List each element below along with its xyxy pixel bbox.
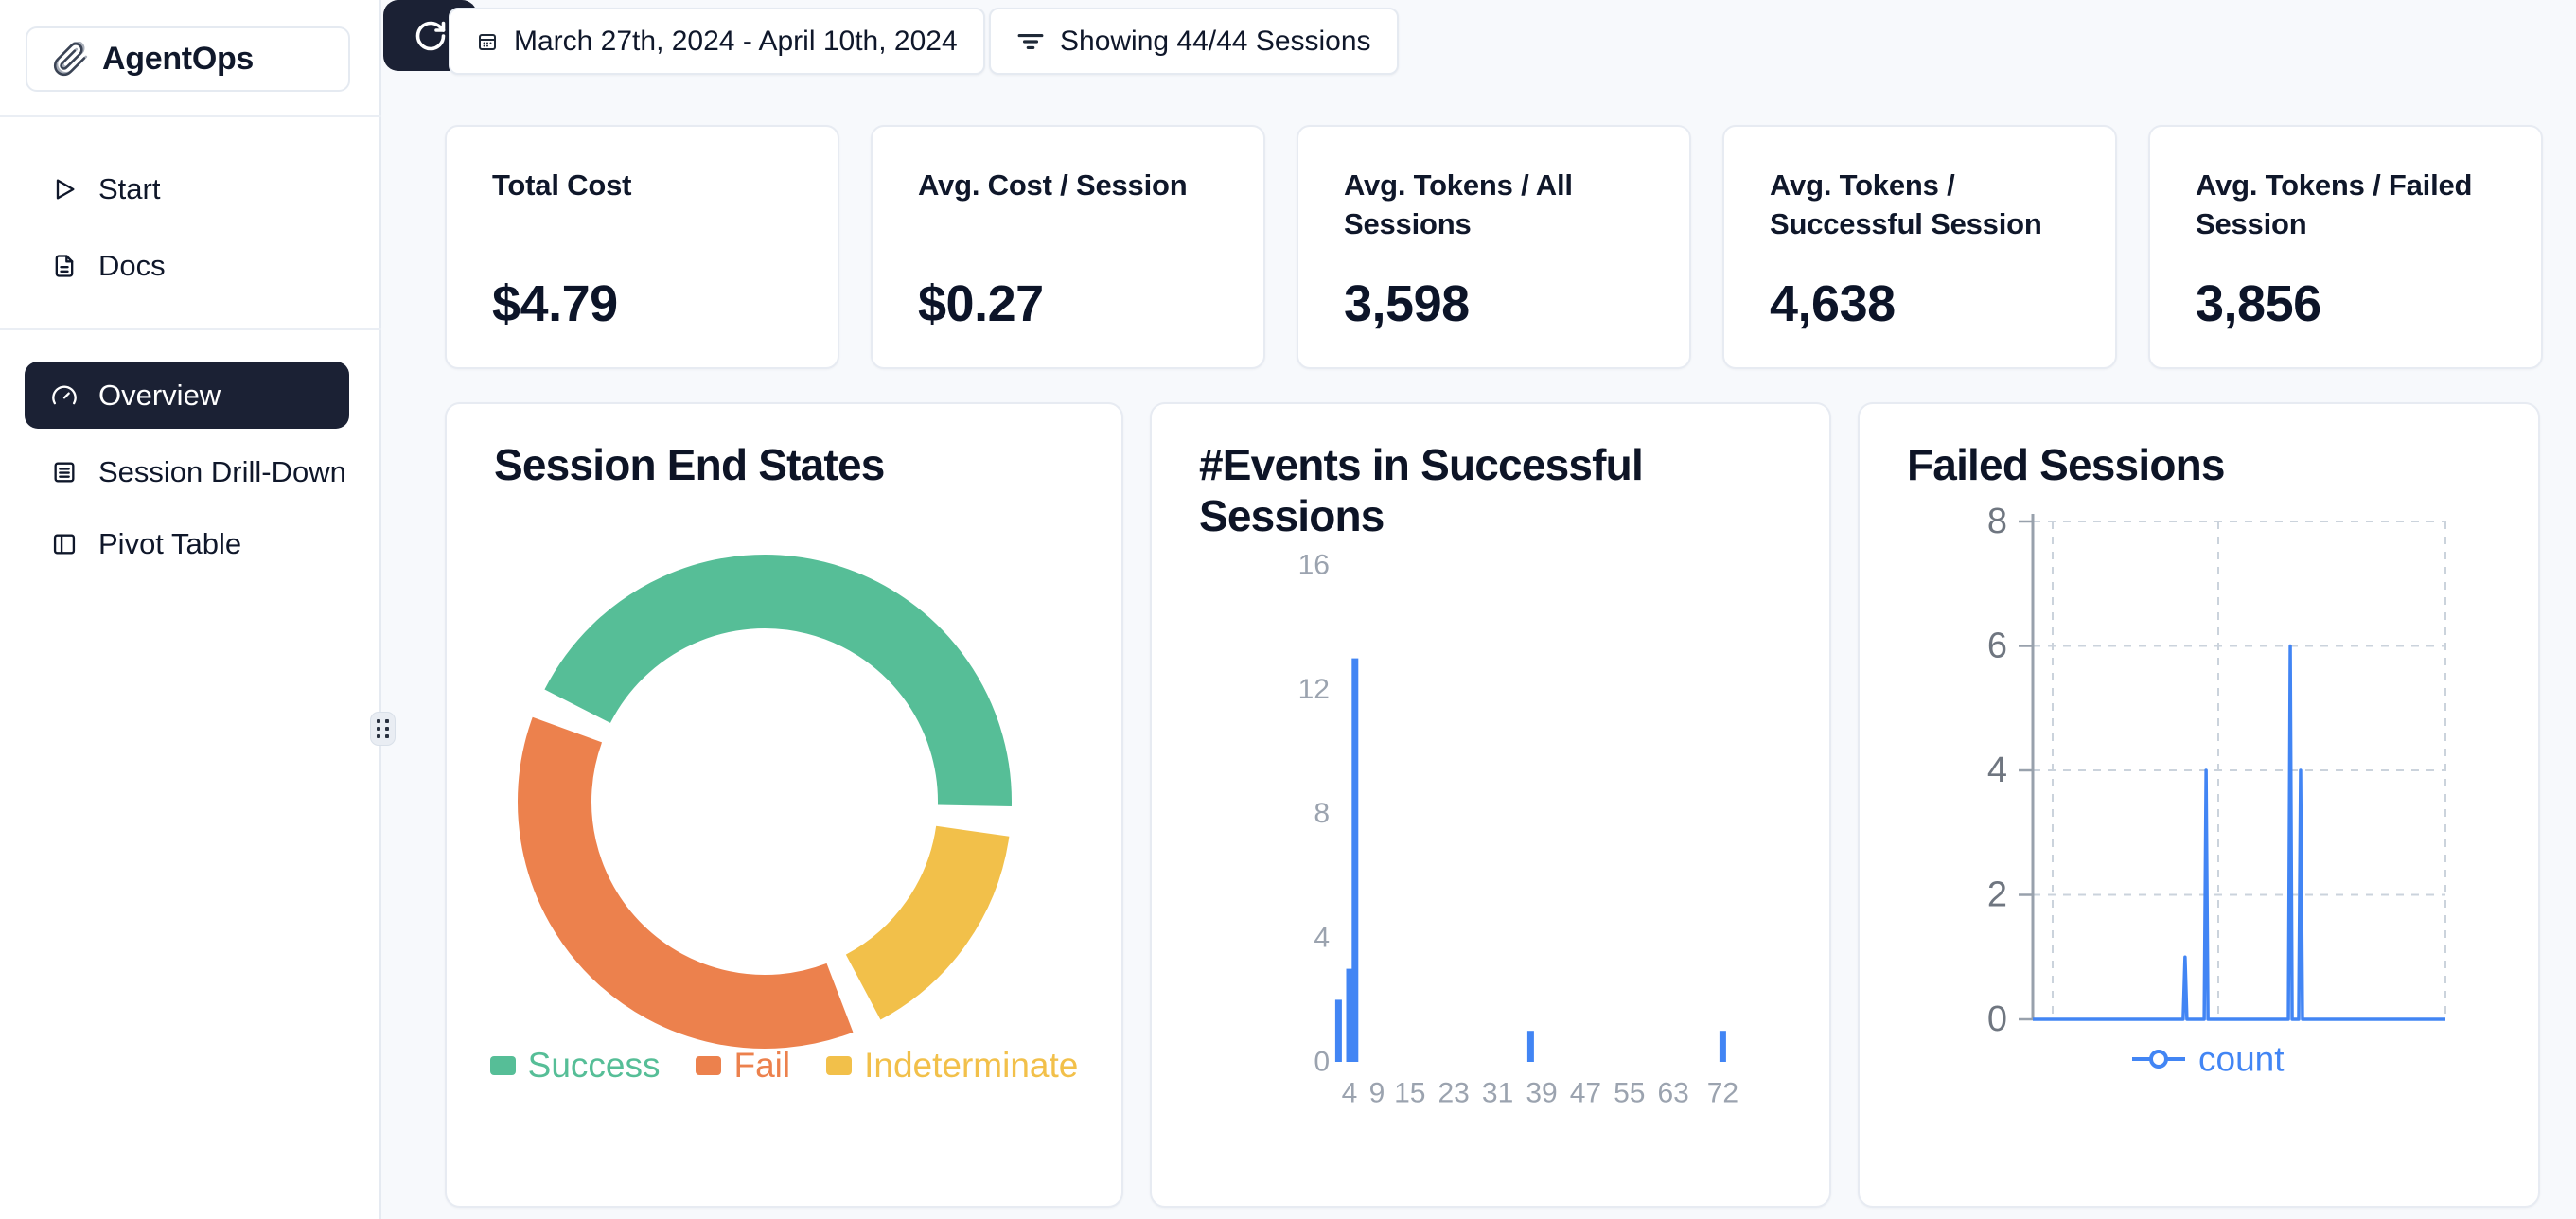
sidebar-item-label: Session Drill-Down	[98, 455, 346, 488]
y-axis-tick-label: 16	[1298, 550, 1330, 581]
legend-swatch-icon	[696, 1056, 722, 1075]
sidebar-item-pivot-table[interactable]: Pivot Table	[25, 517, 349, 572]
sidebar-item-overview[interactable]: Overview	[25, 362, 349, 429]
sidebar-item-session-drill-down[interactable]: Session Drill-Down	[25, 445, 349, 500]
refresh-icon	[415, 21, 445, 50]
gauge-icon	[52, 385, 77, 404]
y-axis-tick-label: 2	[1987, 875, 2007, 915]
session-filter-label: Showing 44/44 Sessions	[1060, 25, 1371, 57]
stat-value: 3,598	[1344, 275, 1470, 332]
stat-value: $0.27	[918, 275, 1044, 332]
file-text-icon	[55, 255, 74, 277]
stat-label: Avg. Tokens / Successful Session	[1770, 168, 2042, 240]
sidebar-resize-handle[interactable]	[370, 712, 396, 746]
stat-card-avg-tokens-successful: Avg. Tokens / Successful Session 4,638	[1722, 125, 2117, 369]
failed-sessions-line-chart: 0 2 4 6 8 count	[1987, 502, 2446, 1079]
donut-legend: Success Fail Indeterminate	[447, 1046, 1121, 1086]
legend-item-indeterminate[interactable]: Indeterminate	[826, 1046, 1078, 1086]
x-axis-tick-label: 31	[1482, 1078, 1513, 1109]
legend-item-success[interactable]: Success	[489, 1046, 661, 1086]
x-axis-tick-label: 39	[1526, 1078, 1557, 1109]
sidebar-divider	[0, 328, 381, 330]
stat-value: 4,638	[1770, 275, 1896, 332]
stats-row: Total Cost $4.79 Avg. Cost / Session $0.…	[445, 125, 2543, 369]
count-line-series	[2033, 644, 2445, 1021]
sidebar-item-start[interactable]: Start	[25, 162, 349, 217]
sidebar-item-label: Docs	[98, 249, 166, 282]
calendar-icon	[479, 33, 496, 50]
legend-swatch-icon	[489, 1056, 516, 1075]
chart-title: Session End States	[494, 440, 885, 489]
y-axis-tick-label: 12	[1298, 674, 1330, 705]
stat-card-avg-tokens-all: Avg. Tokens / All Sessions 3,598	[1297, 125, 1691, 369]
chart-title: Failed Sessions	[1907, 440, 2226, 489]
legend-label: Fail	[733, 1046, 791, 1085]
legend-swatch-icon	[826, 1056, 853, 1075]
legend-marker-icon[interactable]	[2149, 1050, 2168, 1069]
sidebar-divider	[0, 115, 381, 117]
legend-label-count[interactable]: count	[2198, 1040, 2285, 1079]
y-axis-tick-label: 0	[1987, 999, 2007, 1039]
stat-value: $4.79	[492, 275, 618, 332]
legend-label: Indeterminate	[864, 1046, 1079, 1085]
stat-label: Avg. Cost / Session	[918, 168, 1188, 202]
histogram-bar	[1346, 968, 1353, 1062]
brand-name: AgentOps	[102, 41, 255, 77]
legend-item-fail[interactable]: Fail	[696, 1046, 790, 1086]
histogram-bar	[1351, 658, 1359, 1062]
x-axis-tick-label: 4	[1342, 1078, 1358, 1109]
stat-label: Total Cost	[492, 168, 632, 202]
x-axis-tick-label: 15	[1394, 1078, 1425, 1109]
file-lines-icon	[54, 462, 75, 483]
donut-segment-fail[interactable]	[518, 716, 854, 1049]
y-axis-tick-label: 8	[1987, 502, 2007, 541]
x-axis-tick-label: 63	[1658, 1078, 1689, 1109]
stat-label: Avg. Tokens / All Sessions	[1344, 168, 1573, 240]
chart-title: #Events in Successful Sessions	[1199, 440, 1644, 540]
brand-logo[interactable]: AgentOps	[26, 26, 350, 92]
session-end-states-card: Session End States Success Fail Indetermin…	[445, 402, 1123, 1208]
y-axis-tick-label: 6	[1987, 627, 2007, 666]
sidebar: AgentOps Start Docs Overview Session Dri…	[0, 0, 381, 1219]
sidebar-item-label: Overview	[98, 378, 221, 412]
histogram-bar	[1719, 1031, 1726, 1062]
donut-segment-success[interactable]	[544, 555, 1012, 806]
play-icon	[56, 179, 75, 200]
histogram-bar	[1334, 999, 1342, 1062]
session-end-states-donut-chart	[518, 555, 1012, 1049]
paperclip-icon	[53, 41, 88, 76]
x-axis-tick-label: 72	[1707, 1078, 1738, 1109]
x-axis-tick-label: 55	[1614, 1078, 1645, 1109]
sidebar-item-label: Pivot Table	[98, 527, 242, 560]
donut-segment-indeterminate[interactable]	[845, 824, 1010, 1020]
filter-lines-icon	[1017, 33, 1044, 49]
date-range-label: March 27th, 2024 - April 10th, 2024	[514, 25, 958, 57]
y-axis-tick-label: 4	[1314, 922, 1330, 953]
y-axis-tick-label: 4	[1987, 751, 2007, 790]
events-in-successful-sessions-card: #Events in Successful Sessions 0 4 8 12 16 4 9…	[1150, 402, 1831, 1208]
session-filter-button[interactable]: Showing 44/44 Sessions	[989, 8, 1399, 75]
sidebar-item-docs[interactable]: Docs	[25, 238, 349, 293]
x-axis-tick-label: 9	[1369, 1078, 1385, 1109]
y-axis-tick-label: 0	[1314, 1047, 1330, 1078]
stat-card-avg-cost-session: Avg. Cost / Session $0.27	[871, 125, 1265, 369]
x-axis-tick-label: 23	[1438, 1078, 1470, 1109]
main-content: March 27th, 2024 - April 10th, 2024 Show…	[383, 0, 2576, 1219]
stat-value: 3,856	[2196, 275, 2321, 332]
stat-card-total-cost: Total Cost $4.79	[445, 125, 839, 369]
stat-card-avg-tokens-failed: Avg. Tokens / Failed Session 3,856	[2148, 125, 2543, 369]
legend-label: Success	[527, 1046, 661, 1085]
x-axis-tick-label: 47	[1570, 1078, 1601, 1109]
y-axis-tick-label: 8	[1314, 798, 1330, 829]
date-range-button[interactable]: March 27th, 2024 - April 10th, 2024	[449, 8, 985, 75]
stat-label: Avg. Tokens / Failed Session	[2196, 168, 2473, 240]
panel-left-icon	[53, 534, 76, 555]
sidebar-item-label: Start	[98, 172, 161, 205]
histogram-bar	[1526, 1031, 1534, 1062]
failed-sessions-card: Failed Sessions 0 2 4 6 8 count	[1858, 402, 2540, 1208]
